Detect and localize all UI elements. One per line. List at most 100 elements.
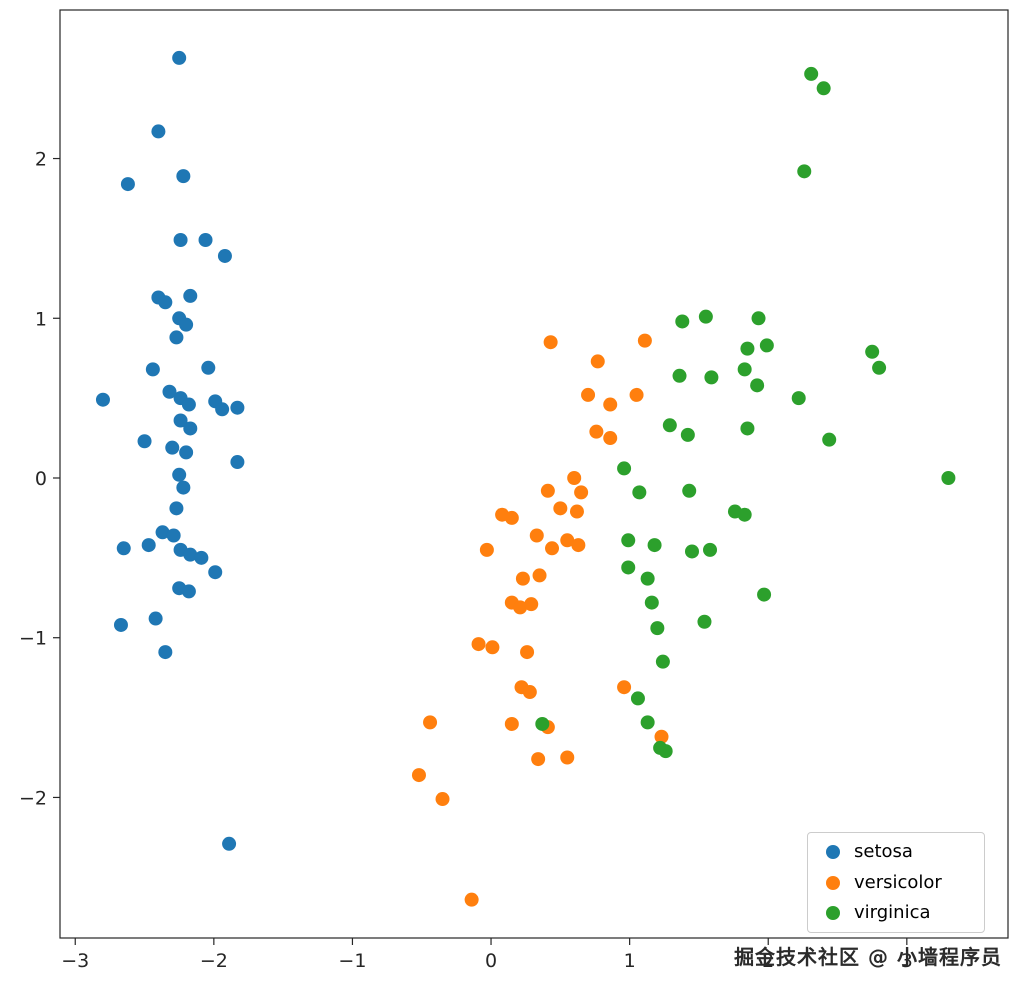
data-point-virginica <box>797 164 812 179</box>
data-point-virginica <box>697 614 712 629</box>
data-point-versicolor <box>532 568 547 583</box>
legend-swatch-virginica <box>826 906 840 921</box>
x-tick-label: 0 <box>485 950 497 972</box>
data-point-versicolor <box>543 335 558 350</box>
data-point-setosa <box>181 397 196 412</box>
data-point-versicolor <box>654 729 669 744</box>
data-point-versicolor <box>560 533 575 548</box>
data-point-versicolor <box>545 541 560 556</box>
data-point-versicolor <box>513 600 528 615</box>
data-point-virginica <box>617 461 632 476</box>
data-point-versicolor <box>637 333 652 348</box>
data-point-setosa <box>215 402 230 417</box>
data-point-versicolor <box>569 504 584 519</box>
y-tick-label: −2 <box>19 787 47 809</box>
data-point-setosa <box>116 541 131 556</box>
data-point-versicolor <box>435 792 450 807</box>
data-point-versicolor <box>504 716 519 731</box>
data-point-virginica <box>698 309 713 324</box>
data-point-versicolor <box>571 538 586 553</box>
legend-label-virginica: virginica <box>854 902 931 924</box>
data-point-virginica <box>682 483 697 498</box>
legend-item-virginica: virginica <box>820 902 970 924</box>
data-point-versicolor <box>515 571 530 586</box>
data-point-setosa <box>155 525 170 540</box>
axes-frame <box>59 9 1009 939</box>
legend: setosa versicolor virginica <box>807 832 985 933</box>
data-point-setosa <box>173 233 188 248</box>
data-point-versicolor <box>590 354 605 369</box>
data-point-setosa <box>162 384 177 399</box>
legend-label-versicolor: versicolor <box>854 871 942 893</box>
data-point-setosa <box>145 362 160 377</box>
data-point-virginica <box>655 654 670 669</box>
data-point-setosa <box>194 550 209 565</box>
x-tick-label: 2 <box>762 950 774 972</box>
data-point-versicolor <box>603 397 618 412</box>
data-point-versicolor <box>629 387 644 402</box>
data-point-virginica <box>757 587 772 602</box>
data-point-virginica <box>672 368 687 383</box>
data-point-versicolor <box>553 501 568 516</box>
data-point-setosa <box>166 528 181 543</box>
data-point-setosa <box>137 434 152 449</box>
data-point-setosa <box>208 565 223 580</box>
data-point-virginica <box>647 538 662 553</box>
data-point-setosa <box>172 50 187 65</box>
data-point-virginica <box>941 470 956 485</box>
x-tick-label: 1 <box>624 950 636 972</box>
legend-label-setosa: setosa <box>854 841 913 863</box>
data-point-virginica <box>640 715 655 730</box>
data-point-virginica <box>816 81 831 96</box>
data-point-setosa <box>183 421 198 436</box>
data-point-virginica <box>737 362 752 377</box>
data-point-virginica <box>737 507 752 522</box>
legend-item-setosa: setosa <box>820 841 970 863</box>
data-point-setosa <box>222 836 237 851</box>
data-point-versicolor <box>603 431 618 446</box>
data-point-virginica <box>632 485 647 500</box>
data-point-versicolor <box>531 752 546 767</box>
data-point-virginica <box>740 421 755 436</box>
y-tick-label: 1 <box>35 308 47 330</box>
data-point-setosa <box>169 330 184 345</box>
x-tick-label: 3 <box>901 950 913 972</box>
data-point-virginica <box>703 542 718 557</box>
watermark: 掘金技术社区 @ 小墙程序员 <box>734 945 1002 969</box>
data-point-virginica <box>740 341 755 356</box>
legend-swatch-setosa <box>826 845 840 860</box>
data-point-setosa <box>201 360 216 375</box>
data-point-virginica <box>865 344 880 359</box>
data-point-setosa <box>176 480 191 495</box>
data-point-setosa <box>165 440 180 455</box>
data-point-virginica <box>685 544 699 559</box>
data-point-setosa <box>230 400 245 415</box>
legend-item-versicolor: versicolor <box>820 872 970 894</box>
data-point-setosa <box>230 455 245 470</box>
data-point-setosa <box>181 584 196 599</box>
data-point-versicolor <box>567 470 582 485</box>
data-point-virginica <box>791 391 806 406</box>
x-tick-label: −2 <box>200 950 228 972</box>
data-point-setosa <box>158 645 173 660</box>
data-point-setosa <box>151 124 166 139</box>
data-point-versicolor <box>560 750 575 765</box>
data-point-setosa <box>141 538 156 553</box>
data-point-virginica <box>621 533 636 548</box>
data-point-versicolor <box>471 637 486 652</box>
data-point-setosa <box>169 501 184 516</box>
data-point-versicolor <box>589 424 604 439</box>
data-point-setosa <box>176 169 191 184</box>
data-point-virginica <box>704 370 719 385</box>
data-point-versicolor <box>522 685 537 700</box>
data-point-setosa <box>95 392 110 407</box>
data-point-virginica <box>658 744 673 759</box>
legend-swatch-versicolor <box>826 875 840 890</box>
data-point-setosa <box>148 611 163 626</box>
data-point-virginica <box>640 571 655 586</box>
data-point-virginica <box>759 338 774 353</box>
data-point-versicolor <box>423 715 438 730</box>
x-tick-label: −3 <box>61 950 89 972</box>
data-point-setosa <box>179 445 194 460</box>
